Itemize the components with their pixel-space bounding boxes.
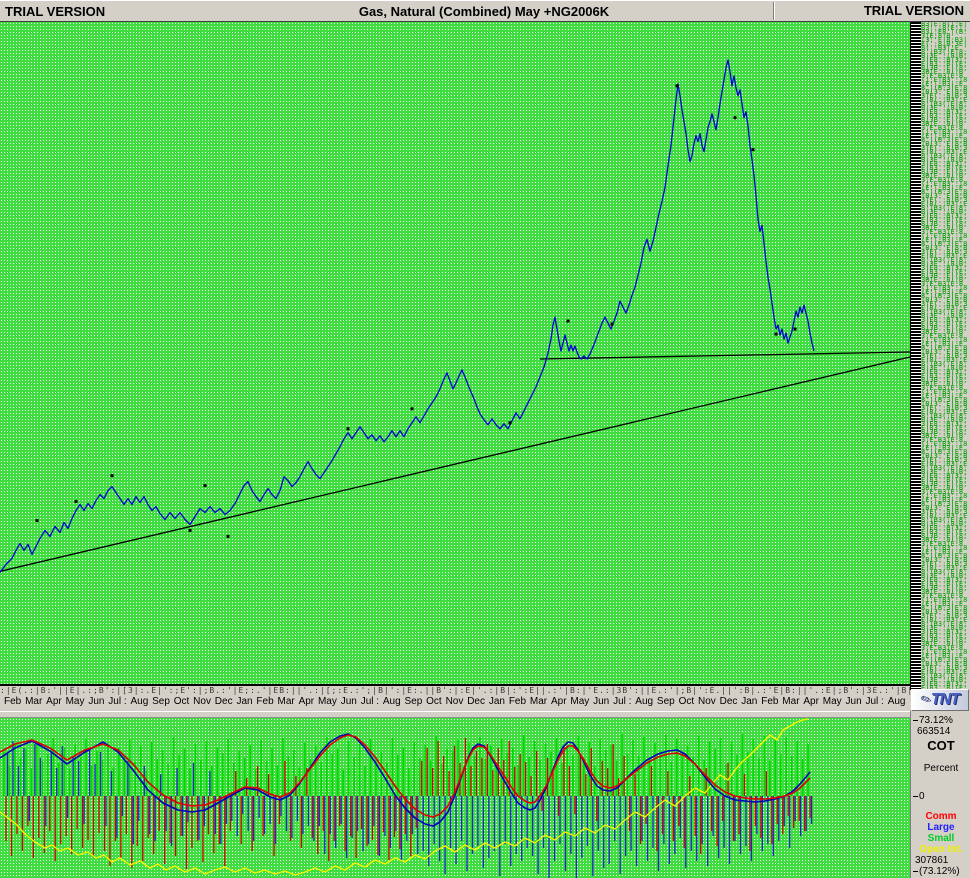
month-label: Aug xyxy=(130,696,149,707)
month-label: May xyxy=(65,696,85,707)
tick-mark xyxy=(913,870,918,872)
month-label: Jun xyxy=(845,696,862,707)
month-label: Sep xyxy=(152,696,170,707)
month-label: Dec xyxy=(467,696,485,707)
month-label: Jul : xyxy=(865,696,884,707)
month-label: Jan xyxy=(741,696,758,707)
legend-comm: Comm xyxy=(925,811,957,822)
trial-version-left: TRIAL VERSION xyxy=(5,3,106,19)
price-chart-canvas[interactable] xyxy=(0,22,910,684)
month-labels-row: Feb Mar Apr May Jun Jul : Aug Sep Oct Nov Dec Jan Fe… xyxy=(0,696,910,707)
month-label: Jun xyxy=(340,696,357,707)
cot-title: COT xyxy=(927,738,955,753)
month-label: Feb xyxy=(508,696,527,707)
month-label: Dec xyxy=(214,696,233,707)
month-label: Sep xyxy=(656,696,675,707)
month-label: May xyxy=(822,696,842,707)
trial-version-right: TRIAL VERSION xyxy=(773,2,970,20)
month-label: Mar xyxy=(25,696,43,707)
month-label: Apr xyxy=(46,696,62,707)
price-scale-ruler[interactable] xyxy=(910,22,921,690)
date-axis-tick-garble: :|E(.:|B:'||E|.:;B':|[3|:.E|':;E':|;B.:'… xyxy=(0,686,910,695)
tnt-logo: ✎ TNT xyxy=(911,689,969,711)
tnt-logo-text: TNT xyxy=(930,691,960,708)
month-label: Jul : xyxy=(360,696,380,707)
month-label: May xyxy=(317,696,337,707)
month-label: Aug xyxy=(887,696,906,707)
month-label: Dec xyxy=(719,696,738,707)
cot-unit-label: Percent xyxy=(923,763,959,774)
tick-mark xyxy=(913,719,918,721)
month-label: Mar xyxy=(782,696,800,707)
month-label: Aug xyxy=(635,696,654,707)
month-label: Apr xyxy=(298,696,315,707)
month-label: Jan xyxy=(488,696,505,707)
month-label: Sep xyxy=(404,696,423,707)
month-label: Jul : xyxy=(108,696,127,707)
month-label: Feb xyxy=(761,696,779,707)
month-label: Jun xyxy=(593,696,610,707)
month-label: Nov xyxy=(445,696,464,707)
month-label: Jun xyxy=(88,696,105,707)
cot-zero-label: 0 xyxy=(911,791,970,802)
date-axis: :|E(.:|B:'||E|.:;B':|[3|:.E|':;E':|;B.:'… xyxy=(0,686,910,711)
month-label: Feb xyxy=(4,696,22,707)
month-label: Aug xyxy=(382,696,401,707)
tick-mark xyxy=(913,795,918,797)
price-scale-garbled-labels: B3|E:8(|;E|B3':|8(E:|;B3|:E8'|(B:3|E;8|B… xyxy=(921,22,970,690)
panel-separator[interactable] xyxy=(0,711,910,718)
month-label: Jul : xyxy=(613,696,632,707)
month-label: Apr xyxy=(803,696,819,707)
cot-percent-bottom: (73.12%) xyxy=(911,866,970,877)
cot-current-percent: 73.12% xyxy=(911,715,970,726)
month-label: Nov xyxy=(697,696,716,707)
month-label: Jan xyxy=(236,696,253,707)
title-bar: TRIAL VERSION Gas, Natural (Combined) Ma… xyxy=(0,0,970,22)
month-label: Feb xyxy=(256,696,274,707)
cot-indicator-canvas[interactable] xyxy=(0,718,910,878)
cot-value: 307861 xyxy=(915,855,949,866)
cot-indicator-area[interactable] xyxy=(0,718,910,878)
legend-large: Large xyxy=(927,822,955,833)
month-label: Oct xyxy=(426,696,442,707)
month-label: Oct xyxy=(678,696,695,707)
cot-label-column: 73.12% 663514 COT Percent 0 Comm Large S… xyxy=(910,711,970,878)
legend-small: Small xyxy=(927,833,955,844)
price-chart-area[interactable] xyxy=(0,22,910,686)
month-label: Mar xyxy=(277,696,295,707)
month-label: May xyxy=(570,696,590,707)
month-label: Apr xyxy=(550,696,567,707)
cot-open-interest-top: 663514 xyxy=(917,726,951,737)
legend-open-int: Open Int. xyxy=(919,844,963,855)
month-label: Oct xyxy=(173,696,190,707)
month-label: Nov xyxy=(193,696,211,707)
chart-title: Gas, Natural (Combined) May +NG2006K xyxy=(358,3,610,19)
month-label: Mar xyxy=(529,696,548,707)
